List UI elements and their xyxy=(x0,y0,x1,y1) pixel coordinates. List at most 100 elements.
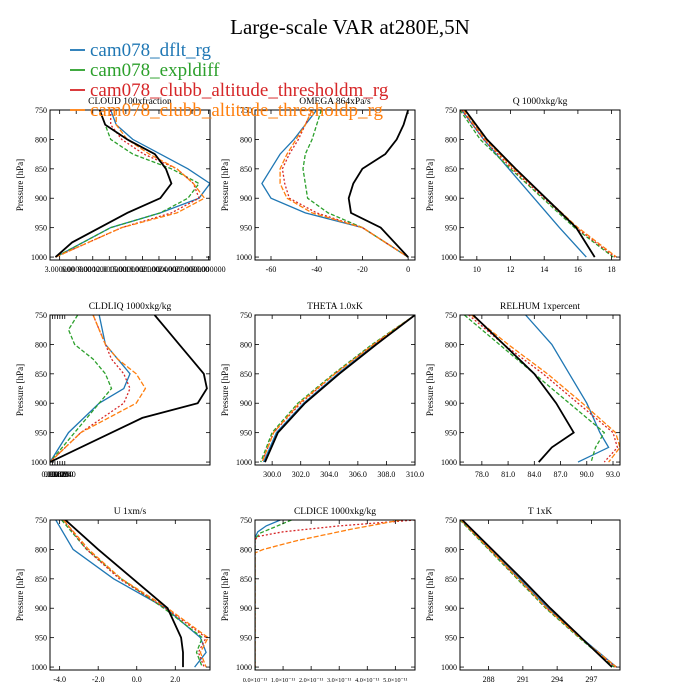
x-tick-label: 9.000000 xyxy=(78,265,108,274)
y-tick-label: 750 xyxy=(35,516,47,525)
y-tick-label: 1000 xyxy=(236,663,252,672)
panel-title: RELHUM 1xpercent xyxy=(500,302,580,312)
series-line xyxy=(50,315,131,463)
y-tick-label: 1000 xyxy=(236,458,252,467)
y-axis-label: Pressure [hPa] xyxy=(425,569,435,621)
y-tick-label: 750 xyxy=(35,311,47,320)
x-tick-label: -40 xyxy=(311,265,322,274)
series-line xyxy=(525,315,610,463)
x-tick-label: 288 xyxy=(483,675,495,684)
legend: cam078_dflt_rgcam078_expldiffcam078_club… xyxy=(70,40,389,121)
x-tick-label: -20 xyxy=(357,265,368,274)
x-tick-label: 84.0 xyxy=(527,470,541,479)
y-tick-label: 950 xyxy=(445,429,457,438)
series-line xyxy=(462,110,617,258)
y-tick-label: 850 xyxy=(35,575,47,584)
plot-frame xyxy=(459,109,621,261)
x-tick-label: 16 xyxy=(574,265,582,274)
x-tick-label: 0.0200 xyxy=(51,470,73,479)
x-tick-label: 18 xyxy=(608,265,616,274)
series-line xyxy=(461,110,587,258)
panel-4: 750 800 850 900 950 1000 0.00400.00800.01200.0… xyxy=(15,302,211,479)
y-axis-label: Pressure [hPa] xyxy=(220,569,230,621)
plot-frame xyxy=(254,109,416,261)
x-tick-label: 12 xyxy=(507,265,515,274)
panel-1: 750 800 850 900 950 1000 3.0000006.0000009.000… xyxy=(15,96,226,274)
series-line xyxy=(302,110,409,258)
x-tick-label: 24.000000 xyxy=(159,265,193,274)
y-tick-label: 900 xyxy=(445,399,457,408)
panel-title: Q 1000xkg/kg xyxy=(513,97,568,107)
y-axis-label: Pressure [hPa] xyxy=(425,159,435,211)
y-tick-label: 1000 xyxy=(31,663,47,672)
panels: 750 800 850 900 950 1000 3.0000006.0000009.000… xyxy=(15,96,621,684)
x-tick-label: 306.0 xyxy=(349,470,367,479)
y-tick-label: 950 xyxy=(240,224,252,233)
series-line xyxy=(255,520,281,670)
x-tick-label: 3.0×10⁻¹¹ xyxy=(327,677,352,684)
series-line xyxy=(255,520,415,670)
series-line xyxy=(261,315,415,463)
panel-8: 750 800 850 900 950 1000 0.0×10⁻¹¹ 1.0×10⁻¹¹ 2.0… xyxy=(220,507,416,684)
x-tick-label: 93.0 xyxy=(606,470,620,479)
y-tick-label: 900 xyxy=(240,604,252,613)
plot-frame xyxy=(459,519,621,671)
legend-label: cam078_clubb_altitude_thresholdp_rg xyxy=(90,100,384,121)
panel-2: 750 800 850 900 950 1000 -60 -40 -20 0 OMEGA 864xP… xyxy=(220,97,416,274)
y-axis-label: Pressure [hPa] xyxy=(220,364,230,416)
y-tick-label: 800 xyxy=(445,545,457,554)
series-line xyxy=(255,520,402,670)
y-tick-label: 1000 xyxy=(31,253,47,262)
series-line xyxy=(54,110,173,258)
x-tick-label: 3.000000 xyxy=(45,265,75,274)
y-tick-label: 1000 xyxy=(31,458,47,467)
series-line xyxy=(255,520,292,670)
y-tick-label: 900 xyxy=(445,194,457,203)
x-tick-label: 310.0 xyxy=(406,470,424,479)
panel-title: CLDICE 1000xkg/kg xyxy=(294,507,376,517)
y-tick-label: 1000 xyxy=(236,253,252,262)
series-line xyxy=(55,110,200,258)
y-tick-label: 900 xyxy=(240,194,252,203)
x-tick-label: 0.0240 xyxy=(54,470,76,479)
series-line xyxy=(50,315,147,463)
x-tick-label: 0.0040 xyxy=(41,470,63,479)
x-tick-label: 2.0 xyxy=(170,675,180,684)
panel-title: THETA 1.0xK xyxy=(307,302,363,312)
plot-frame xyxy=(49,109,211,261)
y-tick-label: 950 xyxy=(35,224,47,233)
series-line xyxy=(470,315,620,463)
y-tick-label: 750 xyxy=(35,106,47,115)
plot-frame xyxy=(459,314,621,466)
x-tick-label: 1.0×10⁻¹¹ xyxy=(271,677,296,684)
series-line xyxy=(63,520,209,668)
x-tick-label: 30.000000 xyxy=(192,265,226,274)
x-tick-label: 15.000000 xyxy=(109,265,143,274)
x-tick-label: 0.0160 xyxy=(49,470,71,479)
y-tick-label: 850 xyxy=(445,575,457,584)
series-line xyxy=(55,110,206,258)
y-tick-label: 900 xyxy=(35,604,47,613)
y-tick-label: 900 xyxy=(240,399,252,408)
panel-title: OMEGA 864xPa/s xyxy=(299,97,371,107)
y-tick-label: 800 xyxy=(445,135,457,144)
y-tick-label: 950 xyxy=(445,634,457,643)
y-tick-label: 800 xyxy=(35,340,47,349)
panel-3: 750 800 850 900 950 1000 10 12 14 16 18 Q 1000xkg/k… xyxy=(425,97,621,274)
x-tick-label: 294 xyxy=(551,675,563,684)
y-tick-label: 850 xyxy=(445,370,457,379)
y-tick-label: 1000 xyxy=(441,253,457,262)
series-line xyxy=(460,520,615,668)
x-tick-label: 87.0 xyxy=(554,470,568,479)
x-tick-label: -2.0 xyxy=(92,675,105,684)
series-line xyxy=(461,520,613,668)
y-tick-label: 800 xyxy=(240,545,252,554)
legend-label: cam078_expldiff xyxy=(90,60,220,81)
x-tick-label: 0 xyxy=(406,265,410,274)
panel-9: 750 800 850 900 950 1000 288 291 294 297 T 1xK Pres… xyxy=(425,507,621,684)
y-axis-label: Pressure [hPa] xyxy=(15,569,25,621)
y-tick-label: 750 xyxy=(240,106,252,115)
series-line xyxy=(50,315,208,463)
series-line xyxy=(347,110,409,258)
x-tick-label: 18.000000 xyxy=(125,265,159,274)
